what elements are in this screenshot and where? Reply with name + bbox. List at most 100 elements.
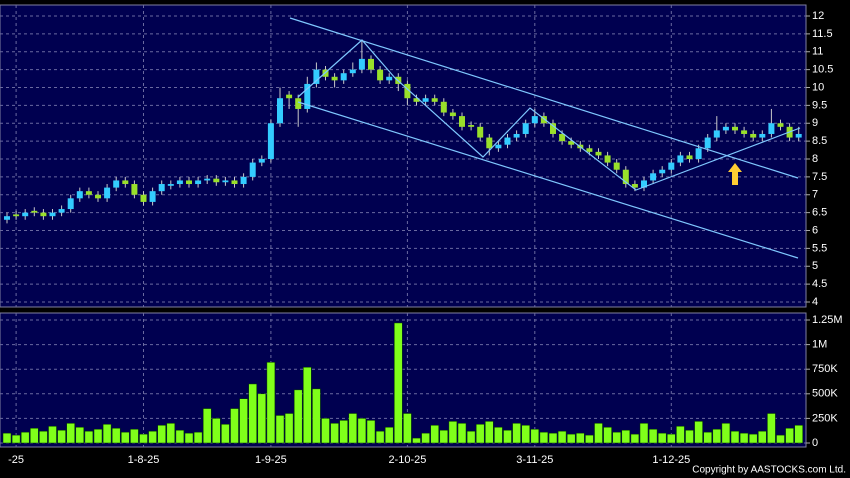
- volume-bar: [257, 393, 267, 444]
- candle-body: [477, 126, 484, 138]
- volume-bar: [703, 431, 712, 444]
- volume-bar: [548, 432, 558, 444]
- candle-body: [741, 130, 748, 134]
- volume-bar: [339, 420, 348, 444]
- y-tick-label: 11: [812, 46, 823, 58]
- candle-body: [67, 198, 74, 210]
- volume-bar: [557, 430, 567, 444]
- volume-bar: [221, 424, 230, 444]
- candle-body: [249, 162, 256, 177]
- volume-bar: [794, 425, 803, 444]
- candle-body: [95, 194, 101, 199]
- volume-bar: [475, 424, 485, 444]
- volume-bar: [485, 421, 494, 444]
- volume-bar: [448, 421, 458, 444]
- candle-body: [750, 133, 757, 138]
- candle-body: [377, 69, 384, 81]
- volume-bar: [785, 427, 794, 444]
- candle-body: [704, 137, 711, 149]
- candle-body: [795, 133, 802, 138]
- candle-body: [440, 101, 447, 113]
- candle-body: [286, 94, 293, 99]
- volume-bar: [739, 432, 749, 444]
- candle-body: [431, 98, 438, 102]
- candle-body: [559, 133, 566, 142]
- candle-body: [386, 76, 393, 81]
- candle-body: [504, 137, 511, 145]
- volume-bar: [266, 362, 276, 444]
- volume-bar: [776, 434, 785, 444]
- volume-bar: [639, 423, 649, 444]
- volume-bar: [121, 431, 130, 444]
- volume-bar: [603, 427, 612, 444]
- volume-bar: [212, 418, 221, 444]
- volume-bar: [412, 437, 421, 444]
- volume-bar: [466, 430, 476, 444]
- volume-bar: [312, 388, 321, 444]
- volume-bar: [494, 427, 503, 444]
- arrow: [728, 163, 742, 185]
- volume-bar: [275, 415, 285, 444]
- y-tick-label: 10: [812, 81, 824, 93]
- candle-body: [131, 184, 138, 195]
- volume-bar: [694, 421, 703, 444]
- volume-bar: [111, 427, 121, 444]
- volume-bar: [748, 433, 758, 444]
- x-tick-label: 1-12-25: [652, 454, 690, 466]
- volume-bar: [667, 433, 676, 444]
- y-tick-label: 6.5: [812, 207, 827, 219]
- volume-bar: [193, 431, 203, 444]
- y-tick-label: 10.5: [812, 64, 833, 76]
- volume-bar: [48, 426, 57, 444]
- volume-bar: [657, 432, 667, 444]
- candle-body: [486, 137, 493, 149]
- candle-body: [22, 212, 29, 217]
- volume-bar: [758, 430, 767, 444]
- candle-body: [413, 98, 420, 102]
- candle-body: [295, 98, 302, 109]
- volume-bar: [202, 408, 212, 444]
- y-tick-label: 250K: [812, 412, 838, 424]
- candle-body: [522, 123, 529, 134]
- volume-bar: [139, 433, 148, 444]
- candle-body: [732, 126, 738, 131]
- volume-bar: [157, 425, 166, 444]
- volume-bar: [566, 433, 576, 444]
- volume-bar: [348, 413, 358, 444]
- volume-bar: [130, 428, 139, 444]
- volume-bar: [102, 424, 112, 444]
- candle-body: [659, 169, 666, 174]
- volume-bar: [384, 427, 394, 444]
- candle-body: [58, 209, 65, 213]
- candle-body: [176, 180, 183, 185]
- candle-body: [186, 180, 192, 185]
- candle-body: [149, 191, 156, 202]
- volume-bar: [585, 434, 594, 444]
- candle-body: [158, 184, 165, 192]
- volume-panel: [0, 312, 807, 448]
- y-tick-label: 0: [812, 437, 818, 449]
- candle-body: [777, 123, 784, 127]
- y-tick-label: 1M: [812, 339, 827, 351]
- y-tick-label: 5.5: [812, 242, 827, 254]
- y-tick-label: 4: [812, 296, 818, 308]
- candle-body: [668, 162, 675, 170]
- candle-body: [722, 126, 729, 131]
- x-tick-label: 2-10-25: [388, 454, 426, 466]
- candle-body: [595, 151, 602, 156]
- candle-body: [641, 180, 647, 188]
- wave-line: [297, 39, 801, 191]
- volume-bar: [421, 432, 430, 444]
- volume-bar: [93, 428, 103, 444]
- volume-bar: [20, 431, 30, 444]
- candle-body: [568, 141, 575, 145]
- candle-body: [686, 155, 693, 159]
- volume-bar: [75, 427, 85, 444]
- candle-body: [622, 169, 629, 185]
- volume-bar: [366, 420, 376, 444]
- candle-body: [40, 212, 47, 217]
- volume-bar: [594, 423, 603, 444]
- candle-body: [404, 83, 411, 99]
- volume-bar: [230, 408, 239, 444]
- y-tick-label: 1.25M: [812, 314, 843, 326]
